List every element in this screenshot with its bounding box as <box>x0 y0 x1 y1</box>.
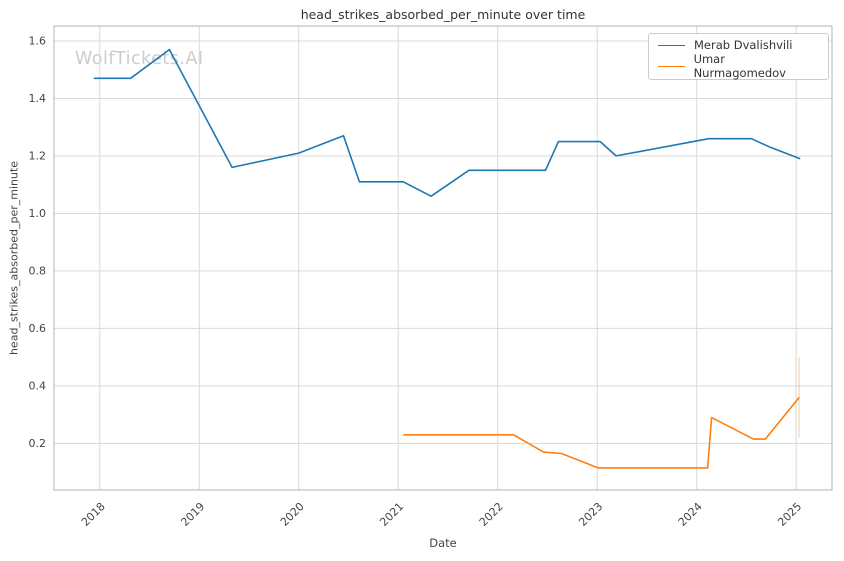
chart-title: head_strikes_absorbed_per_minute over ti… <box>300 7 586 22</box>
x-axis-label: Date <box>429 536 457 550</box>
legend-item-merab-dvalishvili: Merab Dvalishvili <box>658 38 819 52</box>
x-tick-label: 2019 <box>178 500 207 529</box>
series-line-0 <box>93 48 801 197</box>
x-tick-label: 2025 <box>775 500 804 529</box>
x-tick-label: 2020 <box>278 500 307 529</box>
y-tick-label: 0.6 <box>29 322 47 335</box>
y-tick-label: 1.0 <box>29 207 47 220</box>
plot-border <box>53 25 833 491</box>
legend-line-icon <box>658 44 685 46</box>
x-tick-label: 2023 <box>576 500 605 529</box>
y-tick-label: 0.4 <box>29 380 47 393</box>
legend-label: Umar Nurmagomedov <box>693 52 786 80</box>
legend: Merab Dvalishvili Umar Nurmagomedov <box>648 33 829 80</box>
legend-label: Merab Dvalishvili <box>694 38 793 52</box>
y-axis-label: head_strikes_absorbed_per_minute <box>7 160 21 356</box>
legend-line-icon <box>658 65 685 67</box>
x-tick-label: 2021 <box>377 500 406 529</box>
y-tick-label: 0.2 <box>29 437 47 450</box>
legend-item-umar-nurmagomedov: Umar Nurmagomedov <box>658 52 819 80</box>
y-tick-label: 1.2 <box>29 150 47 163</box>
series-line-1 <box>403 396 800 469</box>
x-tick-label: 2022 <box>477 500 506 529</box>
y-tick-label: 1.6 <box>29 35 47 48</box>
y-tick-label: 1.4 <box>29 92 47 105</box>
x-tick-label: 2018 <box>79 500 108 529</box>
x-tick-label: 2024 <box>676 500 705 529</box>
y-tick-label: 0.8 <box>29 265 47 278</box>
